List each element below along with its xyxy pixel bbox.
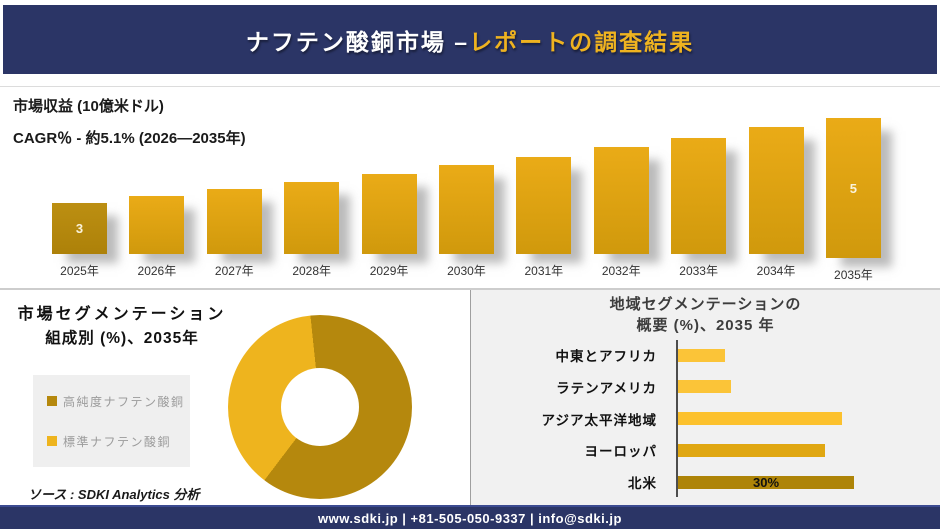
donut-legend: 高純度ナフテン酸銅 標準ナフテン酸銅 bbox=[33, 375, 190, 467]
bar-value-label: 30% bbox=[752, 474, 780, 490]
region-title: 地域セグメンテーションの 概要 (%)、2035 年 bbox=[471, 294, 940, 336]
x-axis-tick-label: 2028年 bbox=[292, 264, 332, 278]
revenue-bar-column: 3 2025年 bbox=[52, 118, 107, 279]
cagr-label: CAGR％ - 約5.1% (2026―2035年) bbox=[13, 130, 246, 147]
region-label: ラテンアメリカ bbox=[556, 380, 657, 396]
revenue-bar bbox=[206, 189, 262, 254]
bar-area bbox=[284, 118, 340, 254]
revenue-bar-column: 2033年 bbox=[671, 118, 727, 279]
revenue-bar bbox=[593, 147, 649, 254]
region-bar bbox=[678, 380, 731, 394]
x-axis-tick-label: 2035年 bbox=[834, 268, 873, 282]
legend-swatch-icon bbox=[47, 396, 57, 406]
revenue-bar-column: 2026年 bbox=[129, 118, 185, 279]
region-title-line1: 地域セグメンテーションの bbox=[609, 296, 802, 313]
revenue-bar-column: 2031年 bbox=[516, 118, 572, 279]
region-label: 北米 bbox=[628, 476, 657, 491]
footer-contact: www.sdki.jp | +81-505-050-9337 | info@sd… bbox=[318, 510, 622, 526]
x-axis-tick-label: 2032年 bbox=[601, 264, 641, 278]
x-axis-tick-label: 2029年 bbox=[369, 264, 409, 278]
legend-item: 標準ナフテン酸銅 bbox=[47, 433, 190, 450]
revenue-bar bbox=[516, 157, 572, 254]
bar-area bbox=[206, 118, 262, 254]
composition-donut bbox=[228, 315, 412, 499]
segmentation-title: 市場セグメンテーション 組成別 (%)、2035年 bbox=[10, 303, 234, 351]
region-bar bbox=[678, 443, 825, 457]
region-bar bbox=[678, 412, 842, 425]
revenue-bar bbox=[671, 138, 727, 254]
bar-track bbox=[678, 380, 936, 394]
region-axis-line bbox=[676, 340, 678, 497]
region-label: アジア太平洋地域 bbox=[541, 412, 657, 428]
bar-track: 30% bbox=[678, 474, 936, 490]
region-label: ヨーロッパ bbox=[584, 444, 657, 460]
region-title-line2: 概要 (%)、2035 年 bbox=[636, 317, 775, 334]
bar-area bbox=[516, 118, 572, 254]
bar-area bbox=[361, 118, 417, 254]
region-row: 北米 30% bbox=[471, 468, 936, 496]
region-label: 中東とアフリカ bbox=[555, 349, 657, 364]
x-axis-tick-label: 2027年 bbox=[214, 264, 254, 278]
revenue-bar-column: 2030年 bbox=[438, 118, 494, 279]
bar-track bbox=[678, 443, 936, 457]
revenue-bar bbox=[284, 182, 340, 254]
revenue-bar bbox=[438, 165, 494, 254]
region-panel-background bbox=[471, 290, 940, 505]
x-axis-tick-label: 2030年 bbox=[447, 264, 486, 278]
region-bar bbox=[678, 348, 725, 362]
section-divider bbox=[0, 288, 940, 290]
legend-item: 高純度ナフテン酸銅 bbox=[47, 393, 190, 410]
segmentation-title-line1: 市場セグメンテーション bbox=[17, 306, 227, 323]
bar-area bbox=[438, 118, 494, 254]
bar-area: 5 bbox=[825, 118, 881, 258]
legend-label: 高純度ナフテン酸銅 bbox=[63, 394, 185, 409]
bar-value-label: 3 bbox=[75, 221, 84, 236]
region-row: ヨーロッパ bbox=[471, 436, 936, 464]
revenue-bar-column: 2027年 bbox=[206, 118, 262, 279]
page-title: ナフテン酸銅市場 – bbox=[245, 28, 470, 55]
donut-hole bbox=[281, 368, 359, 446]
header-divider bbox=[0, 86, 940, 87]
revenue-bar-column: 5 2035年 bbox=[825, 118, 881, 282]
report-header: ナフテン酸銅市場 – レポートの調査結果 bbox=[3, 5, 937, 74]
bar-track bbox=[678, 348, 936, 362]
revenue-bar bbox=[361, 174, 417, 254]
revenue-bar: 3 bbox=[52, 203, 107, 254]
revenue-bar: 5 bbox=[825, 118, 881, 258]
vertical-divider bbox=[470, 290, 471, 505]
bar-area bbox=[748, 118, 804, 254]
region-bar-chart: 中東とアフリカ ラテンアメリカアジア太平洋地域ヨーロッパ北米 30% bbox=[471, 340, 936, 497]
revenue-bar-column: 2029年 bbox=[361, 118, 417, 279]
legend-label: 標準ナフテン酸銅 bbox=[63, 434, 172, 449]
revenue-bar-chart: 3 2025年 2026年 2027年 2028年 2029年 2030年 2031年 2032… bbox=[52, 118, 881, 282]
segmentation-title-line2: 組成別 (%)、2035年 bbox=[45, 330, 199, 347]
revenue-bar-column: 2034年 bbox=[748, 118, 804, 279]
region-bar: 30% bbox=[678, 474, 854, 490]
revenue-bar bbox=[129, 196, 185, 254]
bar-area bbox=[129, 118, 185, 254]
x-axis-tick-label: 2031年 bbox=[524, 264, 564, 278]
x-axis-tick-label: 2033年 bbox=[679, 264, 718, 278]
revenue-bar-column: 2028年 bbox=[284, 118, 340, 279]
page-title-accent: レポートの調査結果 bbox=[469, 28, 695, 55]
x-axis-tick-label: 2034年 bbox=[756, 264, 796, 278]
legend-swatch-icon bbox=[47, 436, 57, 446]
region-row: アジア太平洋地域 bbox=[471, 405, 936, 433]
bar-area bbox=[593, 118, 649, 254]
report-footer: www.sdki.jp | +81-505-050-9337 | info@sd… bbox=[0, 505, 940, 529]
source-note: ソース : SDKI Analytics 分析 bbox=[28, 487, 200, 502]
bar-area bbox=[671, 118, 727, 254]
x-axis-tick-label: 2026年 bbox=[137, 264, 177, 278]
revenue-metric-label: 市場収益 (10億米ドル) bbox=[13, 98, 164, 115]
revenue-bar-column: 2032年 bbox=[593, 118, 649, 279]
bar-value-label: 5 bbox=[849, 180, 858, 196]
region-row: ラテンアメリカ bbox=[471, 373, 936, 401]
revenue-bar bbox=[748, 127, 804, 254]
bar-track bbox=[678, 412, 936, 425]
bar-area: 3 bbox=[52, 118, 107, 254]
region-row: 中東とアフリカ bbox=[471, 341, 936, 369]
x-axis-tick-label: 2025年 bbox=[60, 264, 99, 278]
